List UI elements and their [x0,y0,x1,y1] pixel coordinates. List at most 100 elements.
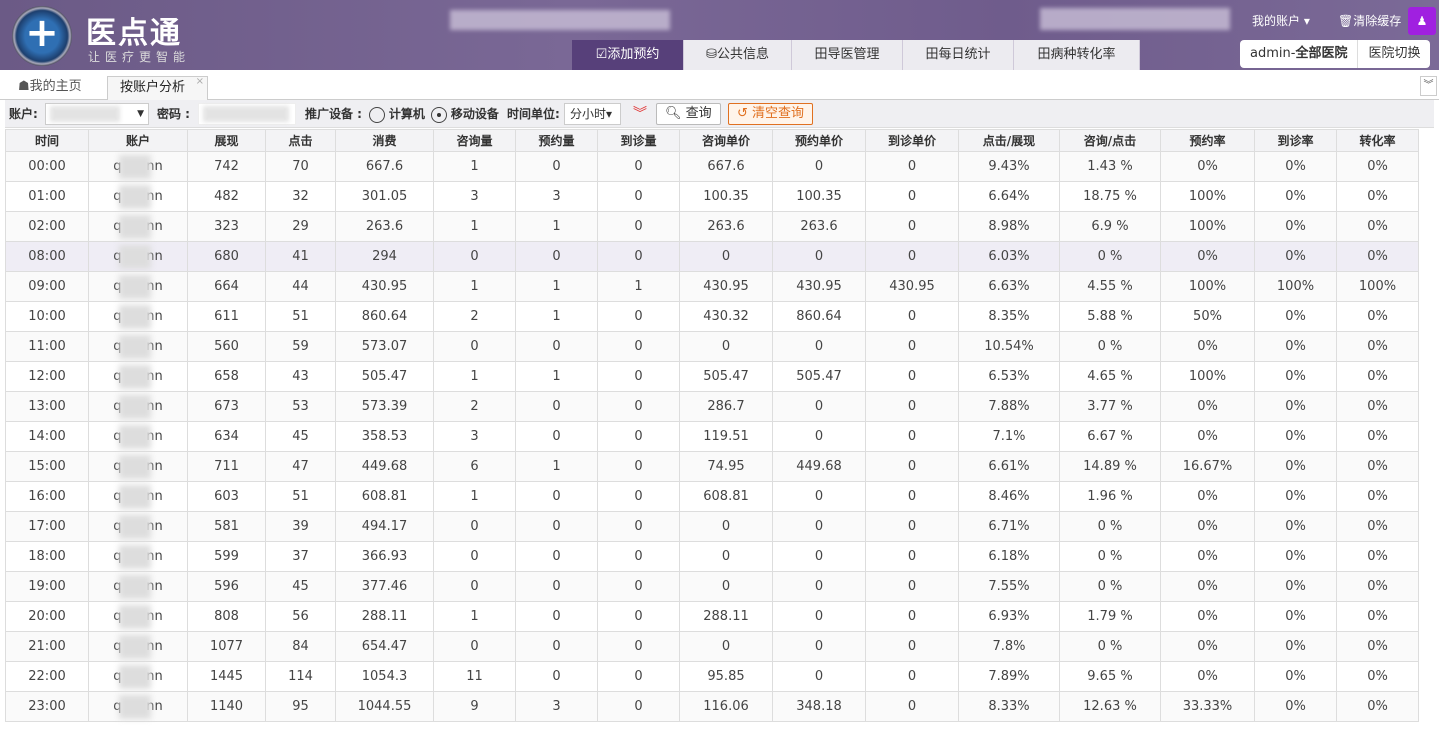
close-tab-icon[interactable]: × [195,76,204,87]
chevron-down-icon[interactable]: ︾ [1420,76,1437,96]
hospital-bar: admin-全部医院 医院切换 [1240,40,1431,68]
table-row[interactable]: 16:00 q nn 603 51 608.81 1 0 0 608.81 0 0 8.46% 1.96… [5,481,1419,512]
table-cell: 2 [433,391,516,422]
account-select[interactable]: ▼ [45,103,149,125]
table-cell: 0% [1336,211,1419,242]
table-row[interactable]: 21:00 q nn 1077 84 654.47 0 0 0 0 0 0 7.8% 0 % 0% 0% 0% [5,631,1419,662]
expand-chevron-icon[interactable]: ︾ [633,106,647,122]
page-tabs: ☗我的主页 按账户分析 × [0,72,1439,100]
table-cell: 0% [1336,151,1419,182]
table-cell: 0 [865,451,959,482]
table-cell: 6.53% [958,361,1060,392]
radio-computer[interactable]: 计算机 [369,103,425,125]
radio-icon[interactable] [369,106,385,123]
bell-icon[interactable]: ♟ [1408,7,1436,35]
nav-disease-conversion[interactable]: 田病种转化率 [1014,40,1140,70]
table-cell: 0 [679,241,773,272]
table-cell: 0 [515,481,598,512]
tab-home[interactable]: ☗我的主页 [18,79,82,94]
table-cell: 286.7 [679,391,773,422]
table-row[interactable]: 12:00 q nn 658 43 505.47 1 1 0 505.47 505.47 0 6.53… [5,361,1419,392]
table-cell: 573.39 [335,391,434,422]
time-unit-select[interactable]: 分小时▾ [564,103,621,125]
table-cell: 0 [772,571,866,602]
table-cell: 377.46 [335,571,434,602]
clear-search-button[interactable]: ↺ 清空查询 [728,103,814,125]
table-cell: 14:00 [5,421,89,452]
table-cell: 0% [1254,181,1337,212]
table-cell: 263.6 [679,211,773,242]
table-row[interactable]: 17:00 q nn 581 39 494.17 0 0 0 0 0 0 6.71% 0 % 0% 0% 0% [5,511,1419,542]
search-button[interactable]: 🔍︎ 查询 [656,103,721,125]
table-row[interactable]: 13:00 q nn 673 53 573.39 2 0 0 286.7 0 0 7.88% 3.77 … [5,391,1419,422]
table-cell: q nn [88,451,188,482]
table-row[interactable]: 14:00 q nn 634 45 358.53 3 0 0 119.51 0 0 7.1% 6.67 … [5,421,1419,452]
column-header: 咨询单价 [679,129,773,152]
table-row[interactable]: 23:00 q nn 1140 95 1044.55 9 3 0 116.06 348.18 0 8.… [5,691,1419,722]
table-cell: 20:00 [5,601,89,632]
table-cell: 0 [433,541,516,572]
password-input[interactable] [198,103,296,125]
table-cell: 6.64% [958,181,1060,212]
table-cell: 0 [772,151,866,182]
table-row[interactable]: 09:00 q nn 664 44 430.95 1 1 1 430.95 430.95 430.9… [5,271,1419,302]
table-row[interactable]: 10:00 q nn 611 51 860.64 2 1 0 430.32 860.64 0 8.35… [5,301,1419,332]
radio-checked-icon[interactable] [431,106,447,123]
column-header: 咨询量 [433,129,516,152]
table-row[interactable]: 01:00 q nn 482 32 301.05 3 3 0 100.35 100.35 0 6.64… [5,181,1419,212]
table-row[interactable]: 20:00 q nn 808 56 288.11 1 0 0 288.11 0 0 6.93% 1.79… [5,601,1419,632]
table-cell: 0 [772,481,866,512]
table-row[interactable]: 18:00 q nn 599 37 366.93 0 0 0 0 0 0 6.18% 0 % 0% 0% 0% [5,541,1419,572]
table-cell: 0 [515,601,598,632]
table-cell: 100.35 [772,181,866,212]
nav-guide-management[interactable]: 田导医管理 [792,40,903,70]
table-cell: 608.81 [679,481,773,512]
table-cell: 0% [1336,481,1419,512]
table-cell: 808 [187,601,266,632]
table-row[interactable]: 08:00 q nn 680 41 294 0 0 0 0 0 0 6.03% 0 % 0% 0% 0% [5,241,1419,272]
my-account-menu[interactable]: 我的账户 ▾ [1252,14,1310,28]
radio-mobile[interactable]: 移动设备 [431,103,499,125]
table-cell: 3 [433,421,516,452]
table-cell: 119.51 [679,421,773,452]
table-row[interactable]: 00:00 q nn 742 70 667.6 1 0 0 667.6 0 0 9.43% 1.43 %… [5,151,1419,182]
table-cell: 7.1% [958,421,1060,452]
table-row[interactable]: 02:00 q nn 323 29 263.6 1 1 0 263.6 263.6 0 8.98% 6.… [5,211,1419,242]
table-cell: 3 [433,181,516,212]
nav-daily-stats[interactable]: 田每日统计 [903,40,1014,70]
table-cell: q nn [88,361,188,392]
table-cell: 0% [1254,331,1337,362]
table-cell: 0 % [1059,541,1161,572]
nav-public-info[interactable]: ⛁公共信息 [684,40,792,70]
time-unit-label: 时间单位: [507,107,560,121]
table-cell: 4.65 % [1059,361,1161,392]
table-row[interactable]: 15:00 q nn 711 47 449.68 6 1 0 74.95 449.68 0 6.61%… [5,451,1419,482]
table-cell: 0% [1254,301,1337,332]
table-cell: q nn [88,151,188,182]
table-cell: 29 [265,211,336,242]
table-cell: 41 [265,241,336,272]
table-cell: 0 [865,691,959,722]
table-cell: 0% [1336,631,1419,662]
table-cell: 0 [433,631,516,662]
redacted-blur [119,245,151,269]
redacted-blur [119,485,151,509]
table-cell: 18:00 [5,541,89,572]
table-cell: 0 [597,481,680,512]
table-cell: q nn [88,601,188,632]
table-cell: 0% [1336,421,1419,452]
table-cell: 7.88% [958,391,1060,422]
switch-hospital-button[interactable]: 医院切换 [1368,46,1421,61]
table-row[interactable]: 22:00 q nn 1445 114 1054.3 11 0 0 95.85 0 0 7.89% 9.… [5,661,1419,692]
nav-add-appointment[interactable]: ☑添加预约 [572,40,684,70]
tab-account-analysis[interactable]: 按账户分析 × [107,76,208,100]
table-cell: 0 % [1059,331,1161,362]
table-row[interactable]: 11:00 q nn 560 59 573.07 0 0 0 0 0 0 10.54% 0 % 0% 0% 0… [5,331,1419,362]
table-row[interactable]: 19:00 q nn 596 45 377.46 0 0 0 0 0 0 7.55% 0 % 0% 0% 0% [5,571,1419,602]
table-cell: 0 [865,421,959,452]
table-cell: 505.47 [335,361,434,392]
clear-cache-button[interactable]: 🗑清除缓存 [1338,14,1402,28]
table-cell: 6.18% [958,541,1060,572]
table-cell: 0% [1254,451,1337,482]
table-cell: 95.85 [679,661,773,692]
